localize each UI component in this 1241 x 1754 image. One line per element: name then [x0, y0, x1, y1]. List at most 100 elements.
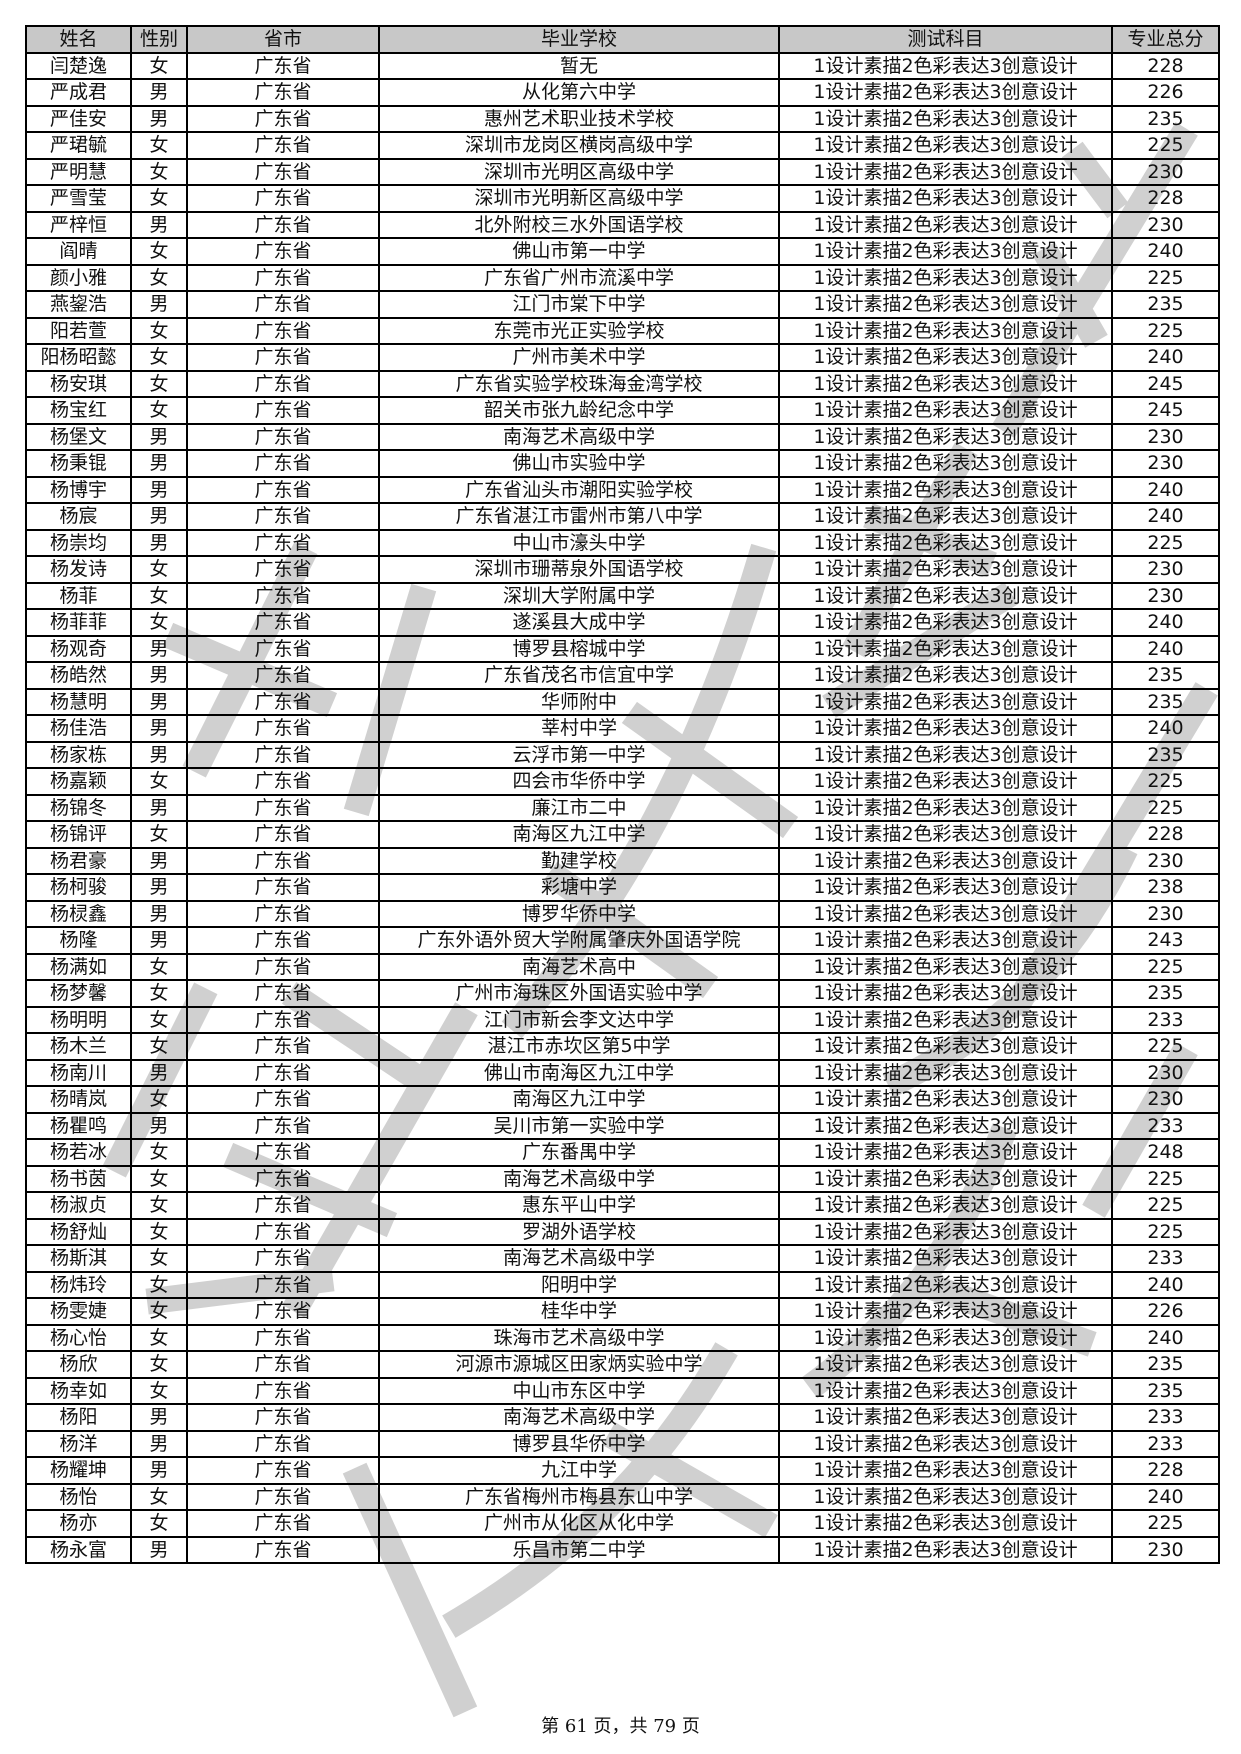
cell-name: 严佳安	[25, 104, 132, 133]
table-row: 杨菲菲女广东省 遂溪县大成中学 1设计素描2色彩表达3创意设计 240	[25, 608, 1220, 637]
cell-school: 彩塘中学	[378, 873, 780, 902]
table-row: 严梓恒男广东省 北外附校三水外国语学校 1设计素描2色彩表达3创意设计 230	[25, 210, 1220, 239]
cell-subjects: 1设计素描2色彩表达3创意设计	[778, 1058, 1113, 1087]
cell-name: 杨欣	[25, 1350, 132, 1379]
cell-total-score: 225	[1111, 1217, 1220, 1246]
cell-school: 四会市华侨中学	[378, 767, 780, 796]
cell-subjects: 1设计素描2色彩表达3创意设计	[778, 661, 1113, 690]
header-subjects: 测试科目	[778, 25, 1113, 54]
cell-gender: 女	[130, 316, 188, 345]
cell-total-score: 233	[1111, 1111, 1220, 1140]
cell-total-score: 225	[1111, 1509, 1220, 1538]
table-row: 阳杨昭懿女广东省 广州市美术中学 1设计素描2色彩表达3创意设计 240	[25, 343, 1220, 372]
cell-name: 杨木兰	[25, 1032, 132, 1061]
cell-total-score: 248	[1111, 1138, 1220, 1167]
cell-province: 广东省	[186, 237, 380, 266]
cell-gender: 女	[130, 1164, 188, 1193]
cell-school: 勤建学校	[378, 846, 780, 875]
cell-province: 广东省	[186, 1509, 380, 1538]
cell-gender: 男	[130, 1058, 188, 1087]
header-total-score: 专业总分	[1111, 25, 1220, 54]
cell-province: 广东省	[186, 555, 380, 584]
cell-name: 阳若萱	[25, 316, 132, 345]
table-row: 严成君男广东省 从化第六中学 1设计素描2色彩表达3创意设计 226	[25, 78, 1220, 107]
cell-name: 杨宝红	[25, 396, 132, 425]
cell-subjects: 1设计素描2色彩表达3创意设计	[778, 687, 1113, 716]
cell-total-score: 235	[1111, 1350, 1220, 1379]
table-row: 严雪莹女广东省 深圳市光明新区高级中学 1设计素描2色彩表达3创意设计 228	[25, 184, 1220, 213]
cell-school: 南海区九江中学	[378, 1085, 780, 1114]
cell-province: 广东省	[186, 767, 380, 796]
cell-gender: 女	[130, 555, 188, 584]
cell-province: 广东省	[186, 926, 380, 955]
table-row: 杨舒灿女广东省 罗湖外语学校 1设计素描2色彩表达3创意设计 225	[25, 1217, 1220, 1246]
cell-total-score: 240	[1111, 502, 1220, 531]
cell-school: 暂无	[378, 51, 780, 80]
table-row: 杨心怡女广东省 珠海市艺术高级中学 1设计素描2色彩表达3创意设计 240	[25, 1323, 1220, 1352]
cell-gender: 女	[130, 608, 188, 637]
cell-gender: 女	[130, 979, 188, 1008]
cell-province: 广东省	[186, 1032, 380, 1061]
cell-name: 严成君	[25, 78, 132, 107]
table-row: 杨君豪男广东省 勤建学校 1设计素描2色彩表达3创意设计 230	[25, 846, 1220, 875]
cell-total-score: 233	[1111, 1429, 1220, 1458]
cell-school: 广州市美术中学	[378, 343, 780, 372]
cell-gender: 男	[130, 528, 188, 557]
cell-subjects: 1设计素描2色彩表达3创意设计	[778, 184, 1113, 213]
cell-subjects: 1设计素描2色彩表达3创意设计	[778, 449, 1113, 478]
cell-name: 严雪莹	[25, 184, 132, 213]
table-row: 颜小雅女广东省 广东省广州市流溪中学 1设计素描2色彩表达3创意设计 225	[25, 263, 1220, 292]
cell-school: 广东省广州市流溪中学	[378, 263, 780, 292]
cell-province: 广东省	[186, 210, 380, 239]
cell-name: 杨亦	[25, 1509, 132, 1538]
cell-school: 深圳大学附属中学	[378, 581, 780, 610]
cell-gender: 女	[130, 1323, 188, 1352]
table-row: 杨晴岚女广东省 南海区九江中学 1设计素描2色彩表达3创意设计 230	[25, 1085, 1220, 1114]
cell-subjects: 1设计素描2色彩表达3创意设计	[778, 104, 1113, 133]
cell-gender: 女	[130, 343, 188, 372]
cell-subjects: 1设计素描2色彩表达3创意设计	[778, 343, 1113, 372]
cell-total-score: 225	[1111, 263, 1220, 292]
cell-total-score: 225	[1111, 528, 1220, 557]
cell-school: 从化第六中学	[378, 78, 780, 107]
cell-name: 杨嘉颖	[25, 767, 132, 796]
cell-province: 广东省	[186, 1456, 380, 1485]
cell-total-score: 225	[1111, 793, 1220, 822]
cell-gender: 男	[130, 661, 188, 690]
cell-province: 广东省	[186, 104, 380, 133]
cell-total-score: 228	[1111, 184, 1220, 213]
table-row: 杨秉锟男广东省 佛山市实验中学 1设计素描2色彩表达3创意设计 230	[25, 449, 1220, 478]
cell-total-score: 240	[1111, 634, 1220, 663]
cell-subjects: 1设计素描2色彩表达3创意设计	[778, 1111, 1113, 1140]
cell-province: 广东省	[186, 1270, 380, 1299]
cell-gender: 女	[130, 767, 188, 796]
cell-total-score: 235	[1111, 979, 1220, 1008]
cell-total-score: 226	[1111, 1297, 1220, 1326]
cell-name: 阎晴	[25, 237, 132, 266]
cell-gender: 女	[130, 51, 188, 80]
cell-province: 广东省	[186, 714, 380, 743]
cell-subjects: 1设计素描2色彩表达3创意设计	[778, 1270, 1113, 1299]
cell-name: 杨秉锟	[25, 449, 132, 478]
cell-name: 杨安琪	[25, 369, 132, 398]
cell-subjects: 1设计素描2色彩表达3创意设计	[778, 899, 1113, 928]
header-gender: 性别	[130, 25, 188, 54]
cell-province: 广东省	[186, 687, 380, 716]
cell-name: 颜小雅	[25, 263, 132, 292]
table-row: 杨锦评女广东省 南海区九江中学 1设计素描2色彩表达3创意设计 228	[25, 820, 1220, 849]
cell-school: 深圳市珊蒂泉外国语学校	[378, 555, 780, 584]
cell-total-score: 225	[1111, 1032, 1220, 1061]
cell-province: 广东省	[186, 1111, 380, 1140]
cell-province: 广东省	[186, 157, 380, 186]
cell-gender: 女	[130, 263, 188, 292]
cell-subjects: 1设计素描2色彩表达3创意设计	[778, 1535, 1113, 1564]
cell-gender: 女	[130, 157, 188, 186]
cell-school: 南海艺术高中	[378, 952, 780, 981]
cell-province: 广东省	[186, 290, 380, 319]
cell-subjects: 1设计素描2色彩表达3创意设计	[778, 475, 1113, 504]
cell-total-score: 230	[1111, 157, 1220, 186]
cell-total-score: 230	[1111, 555, 1220, 584]
header-school: 毕业学校	[378, 25, 780, 54]
cell-subjects: 1设计素描2色彩表达3创意设计	[778, 1138, 1113, 1167]
cell-name: 杨晴岚	[25, 1085, 132, 1114]
